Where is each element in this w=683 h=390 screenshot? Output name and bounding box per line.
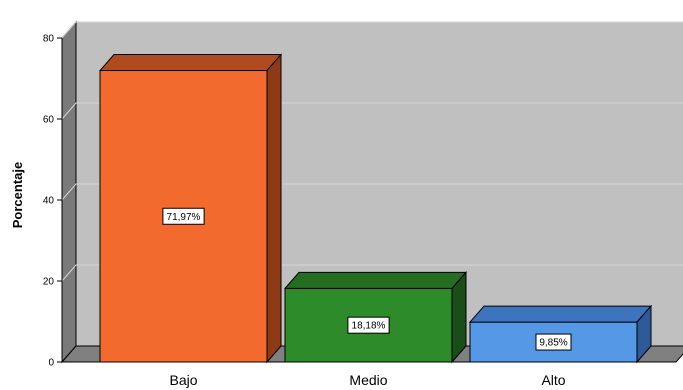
y-tick-label: 20 <box>43 277 55 288</box>
bar-side <box>451 271 467 364</box>
y-tick-label: 60 <box>43 115 55 126</box>
x-tick-label: Alto <box>541 372 565 388</box>
x-tick-label: Medio <box>349 372 387 388</box>
data-label: 18,18% <box>352 321 386 332</box>
data-label-box <box>535 333 572 351</box>
y-axis-label: Porcentaje <box>10 162 25 228</box>
y-tick-label: 80 <box>43 34 55 45</box>
data-label: 9,85% <box>539 338 567 349</box>
bar-top <box>468 305 653 323</box>
y-tick-label: 40 <box>43 196 55 207</box>
gridlines <box>61 21 683 282</box>
gridline <box>61 264 683 282</box>
bar-side <box>266 53 282 364</box>
y-tick-label: 0 <box>48 358 54 369</box>
data-label-box <box>162 207 205 225</box>
gridline <box>61 21 683 39</box>
bar-bajo: 71,97% <box>98 53 283 364</box>
bar-top <box>283 271 468 289</box>
y-axis: 0 20 40 60 80 <box>43 34 63 369</box>
bar-medio: 18,18% <box>283 271 468 364</box>
bar-side <box>636 304 652 364</box>
bar-alto: 9,85% <box>468 304 653 364</box>
data-label: 71,97% <box>167 212 201 223</box>
gridline <box>61 183 683 201</box>
bar-top <box>98 54 283 72</box>
x-axis: Bajo Medio Alto <box>169 372 565 388</box>
bars: 71,97% 18,18% 9,85% <box>98 53 653 364</box>
data-label-box <box>347 316 390 334</box>
gridline <box>61 102 683 120</box>
x-tick-label: Bajo <box>169 372 197 388</box>
